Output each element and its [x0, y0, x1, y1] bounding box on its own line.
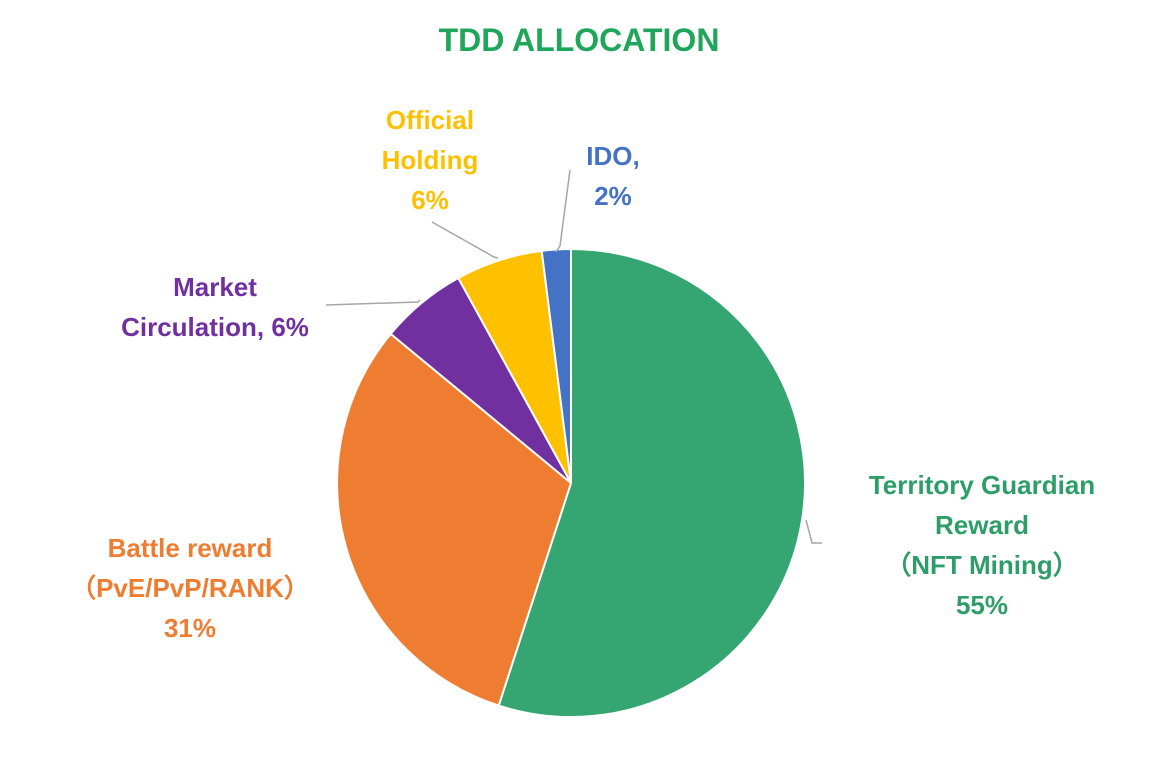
chart-title: TDD ALLOCATION [438, 22, 720, 58]
slice-label-line: 31% [163, 613, 217, 643]
leader-line [431, 221, 499, 259]
slice-label-line: Official [385, 105, 475, 135]
leader-line [555, 169, 571, 253]
slice-label: Official Holding 6% [340, 100, 520, 220]
slice-label: IDO, 2% [558, 136, 668, 216]
slice-label-line: 55% [955, 590, 1009, 620]
slice-label-line: 6% [411, 185, 449, 215]
slice-label-line: （PvE/PvP/RANK） [70, 573, 310, 603]
slice-label: Territory Guardian Reward （NFT Mining） 55% [832, 465, 1132, 625]
slice-label: Market Circulation, 6% [90, 267, 340, 347]
slice-label: Battle reward （PvE/PvP/RANK） 31% [40, 528, 340, 648]
slice-label-line: Market [173, 272, 257, 302]
slice-label-line: IDO, [586, 141, 640, 171]
leader-line [325, 299, 421, 306]
pie-slice [336, 332, 573, 707]
slice-label-line: Battle reward [107, 533, 273, 563]
slice-label-line: Territory Guardian [868, 470, 1096, 500]
leader-line [805, 519, 822, 544]
slice-label-line: Holding [381, 145, 479, 175]
pie-slice [497, 247, 806, 718]
slice-label-line: （NFT Mining） [885, 550, 1079, 580]
slice-label-line: Circulation, 6% [121, 312, 309, 342]
pie-slice [540, 247, 572, 484]
slice-label-line: 2% [594, 181, 632, 211]
slice-label-line: Reward [935, 510, 1029, 540]
